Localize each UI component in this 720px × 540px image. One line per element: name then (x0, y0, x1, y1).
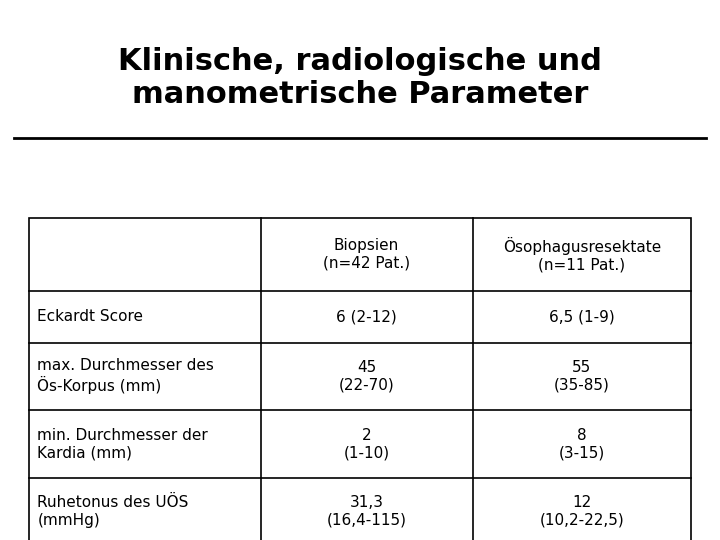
Text: Ösophagusresektate
(n=11 Pat.): Ösophagusresektate (n=11 Pat.) (503, 237, 661, 272)
Text: 45
(22-70): 45 (22-70) (338, 360, 395, 393)
Text: Ruhetonus des UÖS
(mmHg): Ruhetonus des UÖS (mmHg) (37, 495, 189, 528)
Text: 55
(35-85): 55 (35-85) (554, 360, 610, 393)
Text: 31,3
(16,4-115): 31,3 (16,4-115) (327, 495, 407, 528)
Text: max. Durchmesser des
Ös-Korpus (mm): max. Durchmesser des Ös-Korpus (mm) (37, 359, 215, 394)
Text: Klinische, radiologische und
manometrische Parameter: Klinische, radiologische und manometrisc… (118, 47, 602, 109)
Text: Biopsien
(n=42 Pat.): Biopsien (n=42 Pat.) (323, 238, 410, 271)
Text: 6,5 (1-9): 6,5 (1-9) (549, 309, 615, 324)
Text: 12
(10,2-22,5): 12 (10,2-22,5) (539, 495, 624, 528)
Text: 2
(1-10): 2 (1-10) (343, 428, 390, 460)
Text: min. Durchmesser der
Kardia (mm): min. Durchmesser der Kardia (mm) (37, 428, 208, 460)
Text: 6 (2-12): 6 (2-12) (336, 309, 397, 324)
Text: 8
(3-15): 8 (3-15) (559, 428, 605, 460)
Text: Eckardt Score: Eckardt Score (37, 309, 143, 324)
